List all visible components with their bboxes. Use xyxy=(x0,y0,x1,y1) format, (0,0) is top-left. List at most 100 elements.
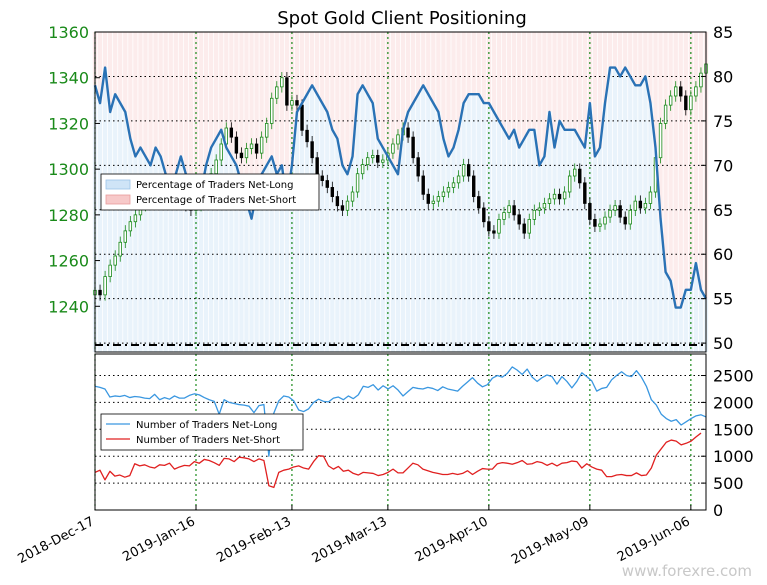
net-long-band xyxy=(461,103,466,352)
price-tick-label: 1340 xyxy=(48,69,89,88)
candle-body xyxy=(133,214,138,223)
count-tick-label: 2500 xyxy=(713,367,754,386)
candle-body xyxy=(113,255,117,266)
net-long-band xyxy=(653,147,658,352)
net-long-band xyxy=(264,165,269,352)
net-long-band xyxy=(547,112,552,352)
net-long-band xyxy=(693,263,699,352)
candle-body xyxy=(381,159,385,163)
candle-body xyxy=(542,203,547,209)
net-short-band xyxy=(143,32,148,157)
candle-body xyxy=(477,196,481,209)
price-tick-label: 1320 xyxy=(48,114,89,133)
candle-body xyxy=(593,219,597,227)
net-short-band xyxy=(254,32,259,192)
net-short-band xyxy=(249,32,254,219)
count-tick-label: 0 xyxy=(713,501,723,520)
net-short-band xyxy=(431,32,436,104)
net-long-band xyxy=(133,156,138,352)
net-short-band xyxy=(577,32,582,139)
net-long-band xyxy=(113,94,118,352)
traders-net-long-line xyxy=(94,366,707,457)
date-tick-label: 2019-Jun-06 xyxy=(615,514,693,565)
net-short-band xyxy=(229,32,234,157)
legend-swatch-net-short xyxy=(105,194,131,205)
legend-label-net-long: Percentage of Traders Net-Long xyxy=(136,180,294,191)
net-short-band xyxy=(405,32,411,112)
net-short-band xyxy=(451,32,456,148)
net-short-band xyxy=(163,32,168,175)
net-short-band xyxy=(532,32,537,130)
net-long-band xyxy=(249,218,254,352)
net-short-band xyxy=(320,32,325,104)
date-tick-label: 2019-Feb-13 xyxy=(214,514,293,566)
net-long-band xyxy=(345,174,350,352)
count-tick-label: 2000 xyxy=(713,393,754,412)
net-short-band xyxy=(102,32,108,68)
net-short-band xyxy=(239,32,244,184)
count-tick-label: 1500 xyxy=(713,420,754,439)
net-short-band xyxy=(481,32,486,104)
candle-body xyxy=(547,198,552,204)
candle-body xyxy=(350,191,355,202)
percent-tick-label: 60 xyxy=(713,245,733,264)
candle-body xyxy=(244,148,249,159)
net-short-band xyxy=(400,32,406,130)
net-long-band xyxy=(173,174,178,352)
candle-body xyxy=(648,191,653,204)
candle-body xyxy=(254,143,259,154)
net-long-band xyxy=(244,200,249,352)
net-long-band xyxy=(638,85,643,352)
net-long-band xyxy=(678,307,683,352)
top-panel: 1360 1340 1320 1300 1280 1260 1240 85 80 75 70 65 6… xyxy=(48,23,733,353)
net-long-band xyxy=(643,76,648,352)
candle-body xyxy=(658,123,663,159)
net-short-band xyxy=(168,32,173,184)
net-long-band xyxy=(582,147,587,352)
legend-label-net-short: Percentage of Traders Net-Short xyxy=(136,195,296,206)
net-short-band xyxy=(244,32,249,201)
candle-body xyxy=(305,129,309,143)
net-short-band xyxy=(501,32,507,130)
net-short-band xyxy=(345,32,350,175)
price-tick-label: 1240 xyxy=(48,297,89,316)
candle-body xyxy=(679,86,683,97)
price-tick-label: 1280 xyxy=(48,206,89,225)
net-short-band xyxy=(330,32,335,130)
net-long-band xyxy=(623,67,628,353)
net-short-band xyxy=(208,32,214,148)
net-short-band xyxy=(633,32,638,86)
candle-body xyxy=(497,219,501,234)
net-long-band xyxy=(400,129,406,352)
net-long-band xyxy=(214,138,219,352)
net-long-band xyxy=(668,280,673,352)
candle-body xyxy=(512,205,516,216)
net-short-band xyxy=(572,32,577,130)
net-short-band xyxy=(446,32,451,157)
net-short-band xyxy=(133,32,138,157)
net-short-band xyxy=(118,32,123,104)
net-long-band xyxy=(395,174,401,352)
net-long-band xyxy=(537,165,542,352)
net-short-band xyxy=(441,32,446,139)
candle-body xyxy=(517,214,521,225)
candle-body xyxy=(365,157,370,165)
net-long-band xyxy=(481,103,486,352)
candle-body xyxy=(315,157,319,177)
chart-title: Spot Gold Client Positioning xyxy=(277,8,527,29)
net-long-band xyxy=(335,138,340,352)
net-short-band xyxy=(628,32,633,77)
net-long-band xyxy=(431,103,436,352)
candle-body xyxy=(603,216,607,225)
net-short-band xyxy=(335,32,340,139)
candle-body xyxy=(446,187,451,193)
net-long-band xyxy=(234,165,239,352)
net-short-band xyxy=(673,32,678,308)
candle-body xyxy=(300,104,304,131)
net-short-band xyxy=(279,32,284,166)
candle-body xyxy=(618,205,622,218)
price-tick-label: 1300 xyxy=(48,160,89,179)
net-long-band xyxy=(315,94,320,352)
net-long-band xyxy=(698,289,704,352)
net-long-band xyxy=(476,94,481,352)
